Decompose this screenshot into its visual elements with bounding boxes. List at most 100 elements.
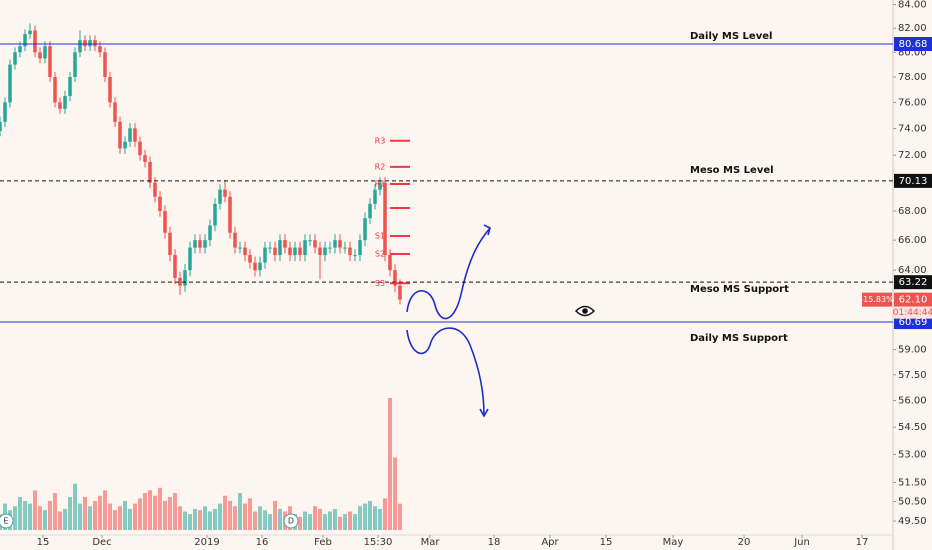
candle-body	[93, 40, 97, 47]
y-tick-label: 54.50	[898, 422, 927, 433]
pivot-label: R2	[375, 162, 386, 171]
candle-body	[118, 121, 122, 149]
level-label: Meso MS Level	[690, 165, 774, 176]
x-tick-label: 18	[488, 537, 501, 548]
volume-bar	[108, 503, 112, 530]
volume-bar	[178, 506, 182, 530]
y-tick-label: 50.50	[898, 497, 927, 508]
volume-bar	[333, 508, 337, 530]
level-price: 63.22	[899, 277, 928, 288]
candle-body	[128, 128, 132, 142]
y-tick-label: 49.50	[898, 516, 927, 527]
candle-body	[258, 262, 262, 271]
candle-body	[108, 77, 112, 103]
pivot-label: S1	[375, 232, 385, 241]
candle-body	[138, 141, 142, 156]
volume-bar	[63, 508, 67, 530]
candle-body	[253, 262, 257, 271]
y-tick-label: 68.00	[898, 206, 927, 217]
x-tick-label: Apr	[541, 537, 559, 548]
candle-body	[338, 240, 342, 248]
volume-bar	[338, 516, 342, 530]
candle-body	[48, 46, 52, 78]
candle-body	[273, 247, 277, 256]
pivot-label: S2	[375, 250, 385, 259]
volume-bar	[298, 516, 302, 530]
level-price: 80.68	[899, 39, 928, 50]
volume-bar	[368, 500, 372, 530]
y-tick-label: 84.00	[898, 0, 927, 11]
forecast-arrow	[406, 327, 485, 416]
volume-bar	[393, 457, 397, 530]
event-badge	[0, 513, 14, 529]
y-tick-label: 74.00	[898, 123, 927, 134]
candle-body	[283, 240, 287, 248]
candle-body	[318, 247, 322, 256]
event-label: D	[288, 517, 294, 526]
candle-body	[278, 240, 282, 256]
volume-bar	[273, 500, 277, 530]
volume-bar	[113, 510, 117, 530]
volume-bar	[183, 511, 187, 530]
volume-bar	[268, 514, 272, 530]
volume-bar	[228, 500, 232, 530]
volume-bar	[93, 500, 97, 530]
volume-bar	[313, 506, 317, 530]
candle-body	[43, 46, 47, 59]
candle-body	[88, 40, 92, 47]
volume-bar	[168, 497, 172, 530]
candle-body	[308, 240, 312, 242]
price-axis	[893, 0, 932, 550]
candle-body	[143, 155, 147, 162]
y-tick-label: 53.00	[898, 449, 927, 460]
volume-bar	[83, 497, 87, 530]
last-price-tag	[894, 292, 932, 307]
candle-body	[33, 30, 37, 53]
x-tick-label: 17	[856, 537, 869, 548]
y-tick-label: 64.00	[898, 265, 927, 276]
candle-body	[298, 247, 302, 256]
event-badge	[283, 513, 299, 529]
candle-body	[168, 232, 172, 256]
volume-bar	[18, 497, 22, 530]
eye-icon	[574, 305, 596, 317]
volume-bar	[128, 508, 132, 530]
candle-body	[393, 270, 397, 286]
y-tick-label: 82.00	[898, 23, 927, 34]
volume-bar	[163, 500, 167, 530]
x-tick-label: Feb	[314, 537, 332, 548]
candle-body	[383, 182, 387, 256]
candle-body	[148, 161, 152, 183]
volume-bar	[28, 503, 32, 530]
volume-bar	[193, 508, 197, 530]
volume-bar	[218, 503, 222, 530]
volume-bar	[263, 510, 267, 530]
volume-bar	[53, 493, 57, 530]
candle-body	[188, 247, 192, 271]
volume-bar	[98, 495, 102, 530]
candle-body	[3, 102, 7, 122]
x-tick-label: 15:30	[364, 537, 393, 548]
volume-bar	[188, 514, 192, 530]
candle-body	[198, 240, 202, 248]
y-tick-label: 56.00	[898, 396, 927, 407]
x-tick-label: 16	[256, 537, 269, 548]
candle-body	[13, 52, 17, 65]
volume-bar	[258, 506, 262, 530]
candle-body	[208, 225, 212, 241]
volume-bar	[48, 500, 52, 530]
volume-bar	[73, 483, 77, 530]
volume-bar	[358, 506, 362, 530]
candle-body	[153, 182, 157, 197]
forecast-arrow	[406, 227, 491, 320]
candle-body	[378, 182, 382, 190]
candle-body	[73, 52, 77, 78]
candle-body	[358, 240, 362, 256]
x-tick-label: 20	[738, 537, 751, 548]
level-price-tag	[894, 173, 932, 188]
candle-body	[223, 189, 227, 197]
volume-bar	[68, 497, 72, 530]
y-tick-label: 76.00	[898, 97, 927, 108]
x-tick-label: Mar	[421, 537, 441, 548]
candle-body	[133, 128, 137, 142]
